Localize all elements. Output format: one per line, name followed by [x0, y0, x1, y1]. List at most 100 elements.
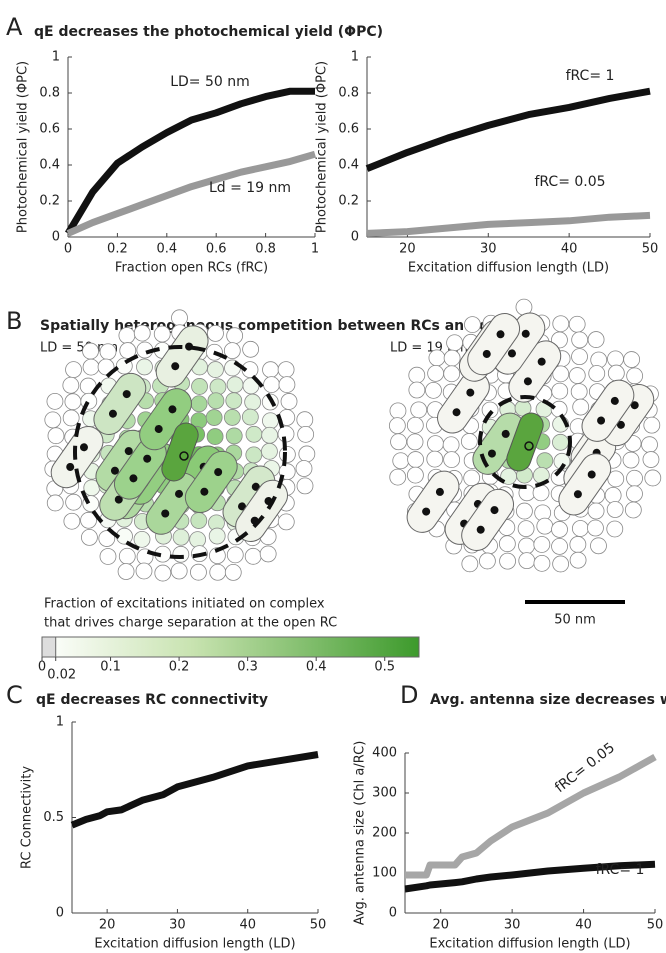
complex — [447, 335, 463, 351]
x-tick-label: 40 — [239, 918, 256, 933]
complex — [190, 532, 206, 548]
complex — [47, 393, 63, 409]
x-tick-label: 50 — [642, 242, 659, 257]
complex — [537, 453, 553, 469]
complex — [427, 436, 443, 452]
x-tick-label: 30 — [169, 918, 186, 933]
complex — [134, 325, 150, 341]
complex — [192, 378, 208, 394]
y-tick-label: 0.8 — [338, 86, 359, 101]
complex — [243, 341, 259, 357]
x-tick-label: 40 — [561, 242, 578, 257]
complex — [47, 495, 63, 511]
y-tick-label: 0.8 — [39, 86, 60, 101]
y-tick-label: 0 — [52, 230, 60, 245]
complex — [246, 447, 262, 463]
complex — [642, 437, 658, 453]
colorbar-tick-label: 0 — [38, 660, 46, 675]
complex — [518, 521, 534, 537]
colorbar-gray — [42, 637, 56, 657]
y-tick-label: 1 — [351, 50, 359, 65]
complex — [66, 362, 82, 378]
complex — [393, 453, 409, 469]
complex — [516, 503, 532, 519]
x-tick-label: 20 — [399, 242, 416, 257]
y-axis-title: Avg. antenna size (Chl a/RC) — [353, 741, 368, 926]
complex — [226, 428, 242, 444]
panel-letter: B — [6, 307, 22, 335]
complex — [245, 394, 261, 410]
panel-title: qE decreases RC connectivity — [36, 692, 268, 708]
complex — [625, 502, 641, 518]
series-line — [367, 91, 650, 168]
complex — [626, 486, 642, 502]
complex — [279, 447, 295, 463]
complex — [134, 531, 150, 547]
complex — [155, 565, 171, 581]
complex — [262, 413, 278, 429]
x-tick-label: 50 — [310, 918, 327, 933]
complex — [207, 429, 223, 445]
series-label: fRC= 1 — [566, 68, 615, 84]
complex — [534, 555, 550, 571]
complex — [519, 538, 535, 554]
complex — [119, 328, 135, 344]
complex — [644, 417, 660, 433]
complex — [569, 368, 585, 384]
x-axis-title: Excitation diffusion length (LD) — [429, 937, 630, 952]
complex — [209, 528, 225, 544]
complex — [552, 521, 568, 537]
complex — [572, 349, 588, 365]
complex — [391, 434, 407, 450]
complex — [263, 362, 279, 378]
complex — [208, 393, 224, 409]
complex — [573, 399, 589, 415]
y-tick-label: 1 — [56, 715, 64, 730]
x-tick-label: 50 — [647, 918, 664, 933]
complex — [136, 359, 152, 375]
y-tick-label: 100 — [372, 866, 397, 881]
x-tick-label: 30 — [504, 918, 521, 933]
y-tick-label: 0 — [389, 906, 397, 921]
complex — [552, 383, 568, 399]
complex — [136, 563, 152, 579]
complex — [66, 494, 82, 510]
series-line — [405, 757, 655, 875]
complex — [407, 417, 423, 433]
complex — [278, 362, 294, 378]
complex — [409, 382, 425, 398]
complex — [299, 446, 315, 462]
x-axis-title: Excitation diffusion length (LD) — [94, 937, 295, 952]
series-label: Ld = 19 nm — [209, 180, 291, 196]
complex — [297, 478, 313, 494]
x-tick-label: 0.2 — [107, 242, 128, 257]
complex — [411, 402, 427, 418]
y-tick-label: 1 — [52, 50, 60, 65]
complex — [245, 548, 261, 564]
complex — [260, 546, 276, 562]
series-label: fRC= 0.05 — [552, 740, 618, 796]
y-tick-label: 0.2 — [338, 194, 359, 209]
complex — [118, 564, 134, 580]
complex — [408, 452, 424, 468]
complex — [225, 564, 241, 580]
y-tick-label: 0.5 — [43, 810, 64, 825]
complex — [227, 547, 243, 563]
complex — [425, 382, 441, 398]
complex — [624, 352, 640, 368]
complex — [627, 368, 643, 384]
x-tick-label: 30 — [480, 242, 497, 257]
complex — [262, 427, 278, 443]
complex — [588, 503, 604, 519]
complex — [444, 452, 460, 468]
complex — [154, 326, 170, 342]
y-tick-label: 300 — [372, 786, 397, 801]
colorbar — [42, 637, 419, 657]
complex — [210, 379, 226, 395]
complex — [590, 538, 606, 554]
complex — [227, 328, 243, 344]
complex — [297, 412, 313, 428]
complex — [264, 377, 280, 393]
complex — [206, 410, 222, 426]
complex — [226, 393, 242, 409]
